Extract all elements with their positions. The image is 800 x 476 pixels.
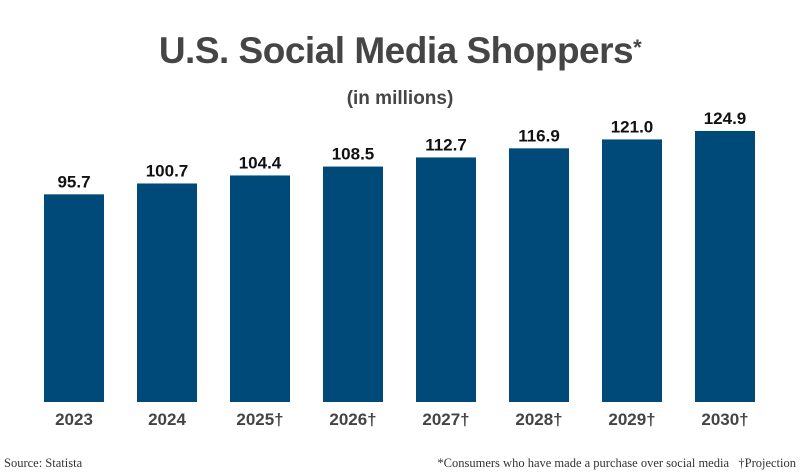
source-note: Source: Statista <box>4 456 83 470</box>
title-footnote-marker: * <box>633 35 642 60</box>
x-tick-label: 2024 <box>148 410 186 429</box>
x-tick-label: 2026† <box>329 410 376 429</box>
bar-2027 <box>416 157 476 402</box>
bar-2026 <box>323 166 383 402</box>
chart-subtitle: (in millions) <box>346 88 454 109</box>
x-tick-label: 2029† <box>608 410 655 429</box>
bar-2029 <box>602 139 662 402</box>
bar-2024 <box>137 183 197 402</box>
footnote: *Consumers who have made a purchase over… <box>437 456 796 470</box>
chart-title: U.S. Social Media Shoppers* <box>0 30 800 72</box>
data-label: 121.0 <box>611 117 654 136</box>
x-tick-label: 2030† <box>701 410 748 429</box>
data-label: 112.7 <box>425 135 467 154</box>
bar-2023 <box>44 194 104 402</box>
x-tick-label: 2023 <box>55 410 93 429</box>
bar-2028 <box>509 148 569 402</box>
chart-title-text: U.S. Social Media Shoppers <box>158 30 634 71</box>
x-tick-label: 2027† <box>422 410 469 429</box>
x-tick-label: 2028† <box>515 410 562 429</box>
data-label: 124.9 <box>704 109 747 128</box>
bar-2030 <box>695 130 755 403</box>
data-label: 108.5 <box>332 145 375 164</box>
data-label: 116.9 <box>518 126 560 145</box>
data-label: 100.7 <box>146 161 189 180</box>
bar-chart: 95.7 2023 100.7 2024 104.4 2025† 108.5 2026† 112… <box>44 109 755 429</box>
data-label: 104.4 <box>239 153 282 172</box>
bar-2025 <box>230 175 290 402</box>
data-label: 95.7 <box>57 172 90 191</box>
x-tick-label: 2025† <box>236 410 283 429</box>
